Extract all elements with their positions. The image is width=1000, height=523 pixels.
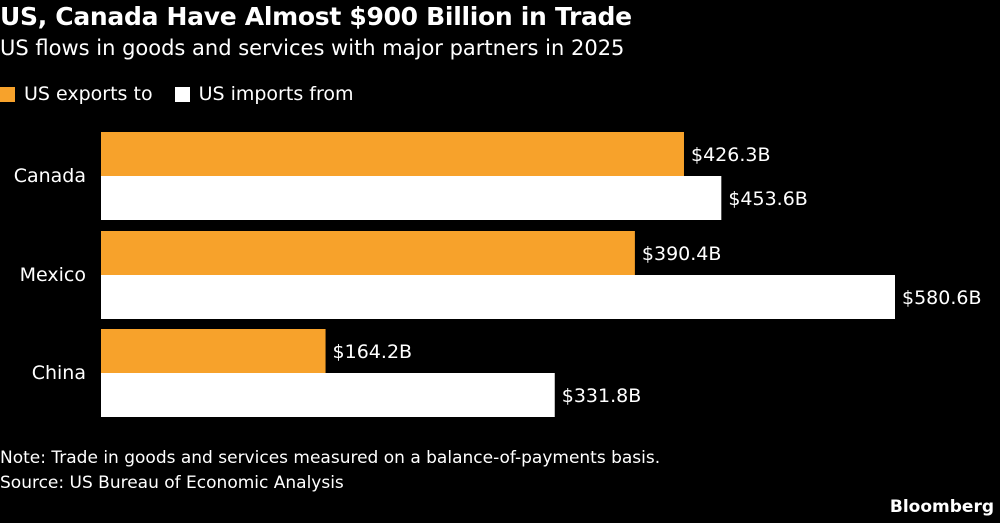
chart-footnote: Note: Trade in goods and services measur…	[0, 446, 660, 496]
data-label-china-imports: $331.8B	[562, 385, 642, 407]
data-label-canada-exports: $426.3B	[691, 144, 771, 166]
data-label-mexico-exports: $390.4B	[642, 243, 722, 265]
category-label-canada: Canada	[14, 165, 86, 187]
data-label-canada-imports: $453.6B	[728, 188, 808, 210]
bar-canada-exports	[101, 132, 684, 176]
chart-subtitle: US flows in goods and services with majo…	[0, 36, 625, 60]
data-label-mexico-imports: $580.6B	[902, 287, 982, 309]
bar-mexico-imports	[101, 275, 895, 319]
bar-canada-imports	[101, 176, 722, 220]
legend-label-imports: US imports from	[198, 83, 354, 105]
legend-swatch-exports	[0, 86, 15, 102]
legend-swatch-imports	[174, 86, 190, 102]
legend-label-exports: US exports to	[24, 83, 153, 105]
category-label-china: China	[32, 362, 86, 384]
bar-china-exports	[101, 329, 326, 373]
legend-item-imports: US imports from	[174, 83, 354, 105]
bar-chart: $426.3B $453.6B Canada $390.4B $580.6B Mexico…	[14, 132, 982, 417]
category-label-mexico: Mexico	[20, 264, 86, 286]
bloomberg-logo: Bloomberg	[889, 497, 994, 517]
chart-title: US, Canada Have Almost $900 Billion in T…	[0, 2, 632, 31]
bar-china-imports	[101, 373, 555, 417]
chart-legend: US exports to US imports from	[0, 82, 375, 106]
legend-item-exports: US exports to	[0, 83, 153, 105]
bar-mexico-exports	[101, 231, 635, 275]
source-text: Source: US Bureau of Economic Analysis	[0, 473, 344, 493]
data-label-china-exports: $164.2B	[333, 341, 413, 363]
note-text: Note: Trade in goods and services measur…	[0, 448, 661, 468]
